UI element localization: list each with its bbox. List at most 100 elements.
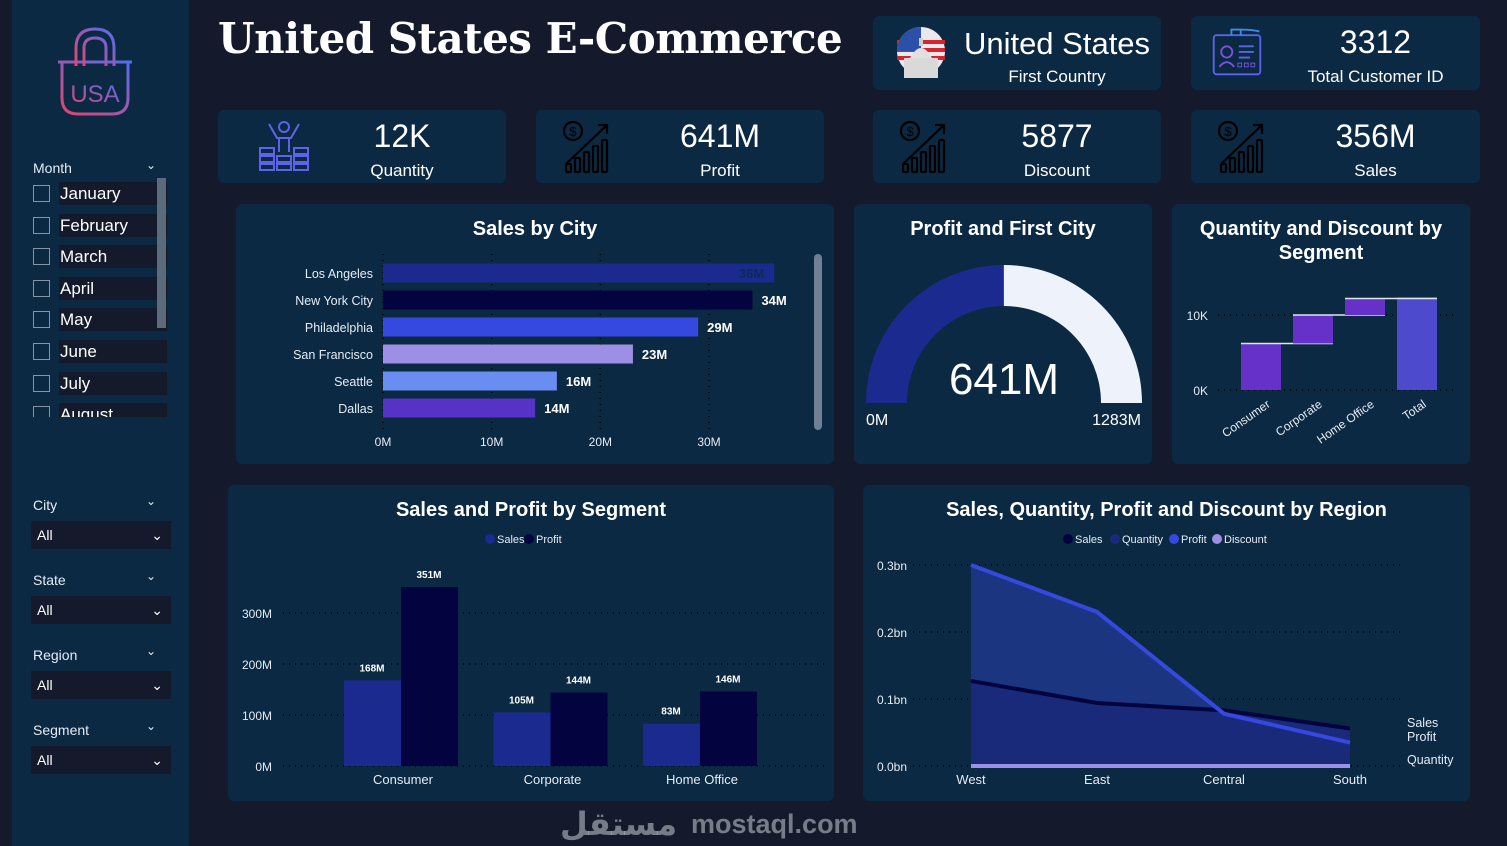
legend-label: Quantity (1122, 534, 1163, 546)
chevron-down-icon[interactable]: ⌄ (146, 644, 157, 658)
filter-label: City (33, 497, 58, 513)
waterfall-bar (1241, 343, 1281, 390)
kpi-value: 641M (679, 118, 761, 154)
chevron-down-icon[interactable]: ⌄ (146, 158, 157, 172)
region-panel: Sales, Quantity, Profit and Discount by … (863, 485, 1470, 801)
bar (643, 723, 700, 766)
profit-gauge-panel: Profit and First City 641M 0M 1283M (854, 204, 1152, 464)
kpi-value: 12K (373, 118, 431, 154)
filter-label: State (33, 572, 66, 588)
kpi-total-customer: 3312 Total Customer ID (1191, 16, 1480, 90)
filter-dropdown[interactable]: All ⌄ (31, 596, 171, 624)
person-coins-icon (259, 121, 309, 171)
kpi-label: Discount (1023, 161, 1091, 180)
y-category-label: Los Angeles (305, 267, 373, 281)
month-slicer-label: Month (33, 160, 72, 176)
y-category-label: San Francisco (293, 348, 373, 362)
legend-marker (1110, 534, 1120, 544)
profit-line (970, 563, 1351, 745)
month-option[interactable]: January (33, 182, 167, 205)
month-option[interactable]: April (33, 276, 167, 300)
chevron-down-icon: ⌄ (151, 677, 163, 693)
dropdown-value: All (37, 752, 53, 768)
money-growth-icon (899, 120, 946, 174)
chevron-down-icon[interactable]: ⌄ (146, 494, 157, 508)
gauge-value: 641M (949, 355, 1059, 404)
shopping-bag-icon: USA (58, 27, 132, 116)
chart-title: Sales, Quantity, Profit and Discount by … (946, 499, 1387, 521)
kpi-quantity: 12K Quantity (218, 110, 506, 183)
legend-marker (1063, 534, 1073, 544)
kpi-label: First Country (1008, 67, 1106, 86)
x-category-label: East (1084, 772, 1110, 787)
filter-dropdown[interactable]: All ⌄ (31, 746, 171, 774)
kpi-label: Total Customer ID (1307, 67, 1444, 86)
series-end-label: Quantity (1407, 753, 1454, 767)
y-category-label: Dallas (338, 402, 373, 416)
kpi-first-country: United States First Country (873, 16, 1161, 90)
checkbox[interactable] (33, 185, 50, 202)
y-tick-label: 300M (242, 607, 272, 621)
checkbox[interactable] (33, 248, 50, 266)
chart-title: Sales and Profit by Segment (395, 499, 667, 521)
dropdown-value: All (37, 602, 53, 618)
month-scrollbar[interactable] (157, 178, 166, 328)
month-option[interactable]: July (33, 371, 167, 395)
gauge-remaining (1003, 265, 1142, 403)
quantity-discount-panel: Quantity and Discount by Segment 0K 10K Co… (1172, 204, 1470, 464)
y-tick-label: 10K (1187, 309, 1208, 323)
chevron-down-icon[interactable]: ⌄ (146, 569, 157, 583)
y-category-label: New York City (295, 294, 374, 308)
x-category-label: South (1333, 772, 1367, 787)
checkbox[interactable] (33, 343, 50, 360)
dropdown-value: All (37, 527, 53, 543)
kpi-value: 5877 (1021, 118, 1093, 154)
y-category-label: Seattle (334, 375, 373, 389)
chart-title: Profit and First City (910, 218, 1096, 240)
chart-title: Quantity and Discount by Segment (1199, 218, 1443, 264)
bar (344, 680, 401, 766)
month-label: June (59, 340, 167, 363)
chevron-down-icon[interactable]: ⌄ (146, 719, 157, 733)
filter-dropdown[interactable]: All ⌄ (31, 521, 171, 549)
bar (383, 344, 633, 364)
checkbox[interactable] (33, 374, 50, 392)
bar (700, 691, 757, 766)
bar (383, 290, 753, 310)
y-tick-label: 200M (242, 658, 272, 672)
bar (383, 317, 699, 337)
checkbox[interactable] (33, 216, 50, 234)
month-option[interactable]: June (33, 340, 167, 363)
month-option[interactable]: February (33, 213, 167, 237)
dropdown-value: All (37, 677, 53, 693)
month-option[interactable]: March (33, 245, 167, 269)
scrollbar[interactable] (814, 254, 822, 430)
month-option[interactable]: May (33, 308, 167, 332)
legend-label: Sales (497, 534, 525, 546)
kpi-discount: 5877 Discount (873, 110, 1161, 183)
bar (383, 263, 775, 283)
sales-area (971, 680, 1350, 766)
sales-profit-segment-panel: Sales and Profit by Segment 0M 100M 200M 30… (228, 485, 834, 801)
bar (383, 371, 557, 391)
sales-profit-segment-chart: 0M 100M 200M 300M Sales Profit 168M 351M Consume… (242, 534, 828, 787)
checkbox[interactable] (33, 311, 50, 329)
data-label: 351M (416, 570, 441, 581)
bar (493, 712, 551, 766)
checkbox[interactable] (33, 279, 50, 297)
bar (401, 586, 458, 766)
profit-gauge-chart: 641M 0M 1283M (866, 265, 1142, 429)
legend-label: Discount (1224, 534, 1267, 546)
x-category-label: Central (1203, 772, 1245, 787)
sales-line (970, 678, 1351, 731)
filter-dropdown[interactable]: All ⌄ (31, 671, 171, 699)
checkbox[interactable] (33, 406, 50, 418)
data-label: 36M (739, 266, 764, 281)
data-label: 14M (544, 401, 569, 416)
x-category-label: Consumer (373, 772, 434, 787)
x-category-label: Home Office (666, 772, 738, 787)
month-label: March (59, 245, 167, 269)
month-option[interactable]: August (33, 403, 167, 418)
money-growth-icon (1217, 120, 1264, 174)
legend-marker (485, 534, 495, 544)
